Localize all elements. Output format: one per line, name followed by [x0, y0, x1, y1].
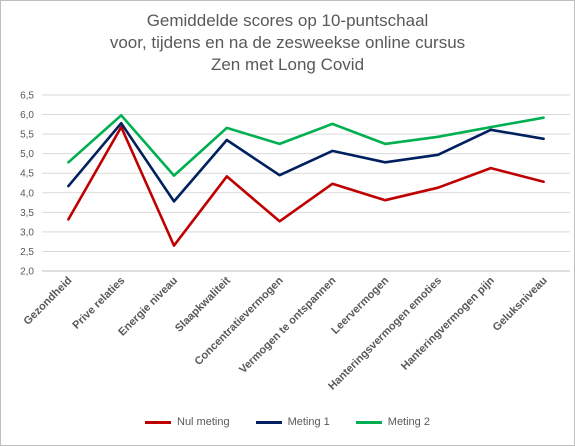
chart-title-line-2: voor, tijdens en na de zesweekse online … [109, 33, 466, 52]
y-tick-label: 2,5 [20, 247, 34, 258]
y-tick-label: 6,0 [20, 110, 34, 121]
series-line-meting-1 [67, 121, 545, 203]
chart-title: Gemiddelde scores op 10-puntschaal voor,… [0, 10, 575, 76]
legend-label-meting-1: Meting 1 [287, 416, 330, 428]
legend: Nul meting Meting 1 Meting 2 [0, 416, 575, 428]
y-axis: 2,0 2,5 3,0 3,5 4,0 4,5 5,0 5,5 6,0 6,5 [20, 91, 34, 278]
series-line-meting-2 [67, 114, 545, 177]
y-tick-label: 4,5 [20, 169, 34, 180]
x-tick-label: Hanteringvermogen pijn [399, 274, 497, 372]
legend-swatch-meting-2 [355, 420, 382, 424]
x-tick-label: Geluksniveau [491, 275, 550, 334]
x-tick-label: Prive relaties [70, 275, 127, 332]
series-line-nul-meting [67, 125, 545, 247]
series-lines [67, 114, 545, 247]
legend-swatch-nul-meting [145, 420, 171, 424]
y-tick-label: 3,0 [20, 227, 34, 238]
x-tick-label: Concentratievermogen [193, 274, 286, 367]
y-tick-label: 4,0 [20, 188, 34, 199]
chart-title-line-1: Gemiddelde scores op 10-puntschaal [146, 11, 429, 30]
legend-item-meting-1: Meting 1 [255, 416, 330, 428]
y-tick-label: 3,5 [20, 208, 34, 219]
y-tick-label: 6,5 [20, 91, 34, 102]
legend-item-meting-2: Meting 2 [355, 416, 430, 428]
x-tick-label: Gezondheid [22, 275, 75, 328]
legend-item-nul-meting: Nul meting [145, 416, 230, 428]
x-tick-label: Hanteringsvermogen emoties [326, 275, 444, 393]
x-tick-label: Vermogen te ontspannen [237, 274, 339, 376]
legend-label-nul-meting: Nul meting [177, 416, 230, 428]
chart-title-line-3: Zen met Long Covid [210, 55, 365, 74]
y-tick-label: 5,0 [20, 149, 34, 160]
gridlines [42, 94, 570, 272]
y-tick-label: 5,5 [20, 130, 34, 141]
legend-label-meting-2: Meting 2 [387, 416, 430, 428]
y-tick-label: 2,0 [20, 267, 34, 278]
x-tick-label: Slaapkwaliteit [173, 274, 233, 334]
legend-swatch-meting-1 [255, 420, 282, 424]
